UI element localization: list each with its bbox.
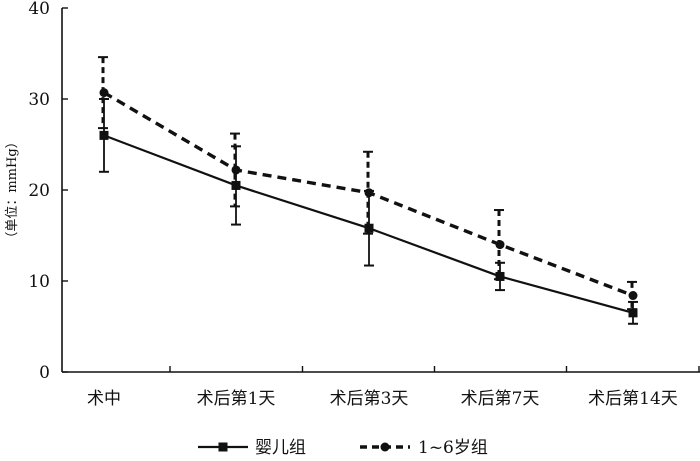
data-point: [628, 291, 638, 301]
legend-marker: [380, 442, 390, 452]
y-tick-label: 10: [28, 272, 50, 292]
data-point: [99, 88, 109, 98]
x-tick-label: 术中: [87, 389, 121, 409]
error-bar: [230, 132, 240, 208]
y-tick-label: 40: [28, 0, 50, 19]
data-point: [364, 188, 374, 198]
y-ticks: 0 10 20 30 40: [28, 0, 68, 383]
data-point: [495, 240, 505, 250]
x-tick-label: 术后第3天: [330, 389, 409, 409]
x-tick-label: 术后第14天: [588, 389, 678, 409]
y-tick-label: 0: [39, 363, 50, 383]
series-layer: [98, 56, 638, 325]
legend-label: 1~6岁组: [418, 438, 488, 458]
x-tick-label: 术后第7天: [461, 389, 540, 409]
legend-label: 婴儿组: [255, 438, 306, 458]
data-point: [99, 130, 109, 140]
data-point: [495, 271, 505, 281]
data-point: [364, 223, 374, 233]
legend-item: 1~6岁组: [360, 438, 488, 458]
series-1: [99, 98, 638, 325]
y-tick-label: 30: [28, 90, 50, 110]
data-point: [231, 165, 241, 175]
x-ticks: 术中 术后第1天 术后第3天 术后第7天 术后第14天: [87, 366, 700, 409]
x-tick-label: 术后第1天: [197, 389, 276, 409]
axes: 0 10 20 30 40 术中 术后第1天 术后第3天 术后第7天 术后第14天: [28, 0, 700, 409]
y-tick-label: 20: [28, 181, 50, 201]
y-axis-label: （单位：mmHg）: [5, 135, 20, 244]
legend-marker: [218, 442, 228, 452]
legend-item: 婴儿组: [198, 438, 306, 458]
series-2: [98, 56, 638, 311]
legend: 婴儿组 1~6岁组: [198, 438, 488, 458]
data-point: [628, 308, 638, 318]
